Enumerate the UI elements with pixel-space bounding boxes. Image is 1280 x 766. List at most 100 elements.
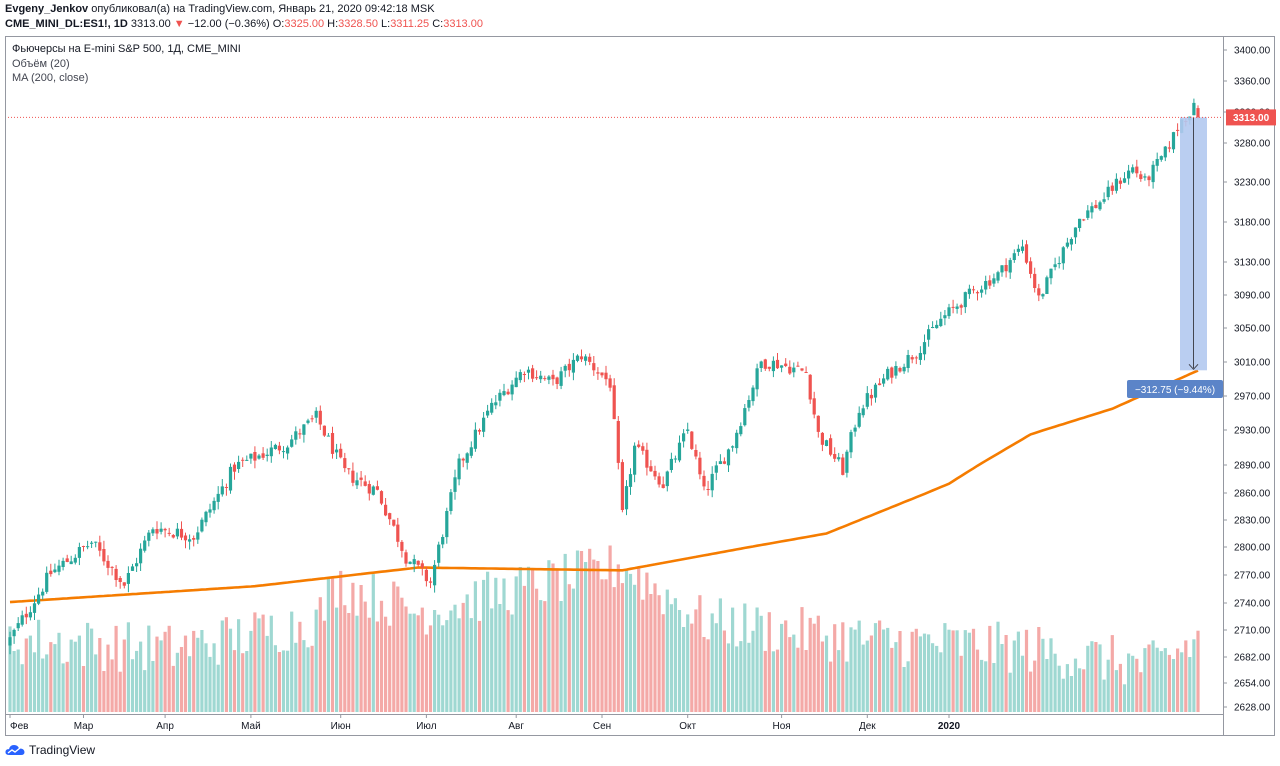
volume-bar (77, 635, 81, 712)
candle-body (931, 327, 935, 328)
volume-bar (286, 650, 290, 712)
candle-body (257, 455, 261, 459)
x-tick-label: Ноя (772, 721, 790, 732)
candle-body (486, 410, 490, 416)
volume-bar (335, 607, 339, 712)
volume-bar (898, 631, 902, 712)
volume-bar (130, 659, 135, 712)
volume-bar (967, 632, 971, 712)
candle-body (347, 468, 351, 470)
volume-bar (1151, 640, 1155, 712)
volume-bar (1106, 659, 1110, 712)
candle-body (371, 486, 375, 495)
volume-bar (163, 631, 167, 712)
tradingview-logo[interactable]: TradingView (5, 743, 95, 757)
candle-body (939, 318, 943, 326)
candle-body (510, 384, 514, 395)
volume-bar (608, 545, 612, 712)
volume-bar (784, 620, 788, 712)
volume-bar (869, 635, 873, 712)
candle-body (1053, 264, 1057, 268)
candle-body (1102, 199, 1106, 202)
x-tick-label: Июн (331, 721, 351, 732)
candle-body (600, 372, 604, 376)
volume-bar (314, 609, 318, 712)
candle-body (343, 458, 347, 469)
candle-body (1131, 167, 1135, 173)
volume-bar (73, 641, 77, 712)
low-value: 3311.25 (390, 18, 430, 30)
volume-bar (882, 629, 886, 712)
candle-body (1159, 156, 1163, 160)
candle-body (514, 377, 518, 388)
candle-body (318, 410, 322, 425)
volume-bar (510, 614, 514, 712)
candle-body (502, 391, 506, 396)
candle-body (996, 272, 1000, 281)
candle-body (927, 329, 931, 340)
low-label: L: (381, 18, 391, 30)
volume-bar (1184, 640, 1188, 712)
volume-bar (486, 571, 490, 712)
volume-bar (547, 560, 551, 712)
candle-body (298, 433, 302, 435)
volume-bar (604, 579, 608, 712)
candle-body (359, 477, 363, 480)
y-tick-label: 2970.00 (1234, 392, 1271, 403)
candle-body (551, 374, 555, 380)
volume-bar (531, 569, 535, 712)
volume-bar (788, 637, 792, 712)
candle-body (694, 450, 698, 457)
candle-body (506, 391, 510, 395)
candle-body (392, 519, 396, 526)
candle-body (433, 564, 437, 586)
candle-body (457, 458, 461, 480)
candle-body (914, 357, 918, 359)
volume-bar (1188, 657, 1192, 712)
chart-frame[interactable] (5, 36, 1275, 736)
candle-body (628, 474, 633, 487)
volume-bar (61, 663, 65, 712)
candle-body (661, 484, 665, 488)
candle-body (673, 458, 677, 460)
measure-arrowhead (1188, 363, 1199, 371)
ma-line (9, 369, 1199, 604)
volume-bar (857, 620, 861, 712)
x-tick-label: Апр (156, 721, 174, 732)
volume-bar (575, 550, 580, 712)
volume-bar (506, 610, 510, 712)
volume-bar (1143, 648, 1147, 712)
volume-bar (1171, 659, 1176, 712)
candle-body (400, 541, 404, 551)
ma-legend[interactable]: MA (200, close) (12, 72, 89, 84)
volume-bar (1098, 644, 1102, 712)
candle-body (461, 458, 465, 461)
candle-body (722, 461, 726, 464)
volume-bar (596, 561, 600, 712)
volume-bar (1065, 664, 1069, 712)
volume-bar (829, 661, 833, 712)
volume-bar (804, 650, 808, 712)
volume-bar (490, 608, 494, 712)
volume-bar (449, 610, 453, 712)
volume-bar (24, 638, 28, 712)
volume-bar (167, 625, 171, 712)
candle-body (649, 466, 653, 472)
y-tick-label: 2860.00 (1234, 489, 1271, 500)
volume-bar (261, 614, 265, 712)
candle-body (596, 372, 600, 374)
volume-legend[interactable]: Объём (20) (12, 58, 70, 70)
volume-bar (441, 625, 445, 712)
volume-bar (420, 607, 424, 712)
author-name[interactable]: Evgeny_Jenkov (5, 3, 89, 15)
candle-body (592, 363, 596, 371)
candle-body (967, 288, 971, 295)
candle-body (404, 552, 408, 564)
volume-bar (135, 650, 139, 712)
volume-bar (224, 617, 228, 712)
volume-bar (1008, 672, 1012, 712)
candle-body (1004, 265, 1008, 272)
volume-bar (122, 639, 126, 712)
candle-body (637, 444, 641, 447)
